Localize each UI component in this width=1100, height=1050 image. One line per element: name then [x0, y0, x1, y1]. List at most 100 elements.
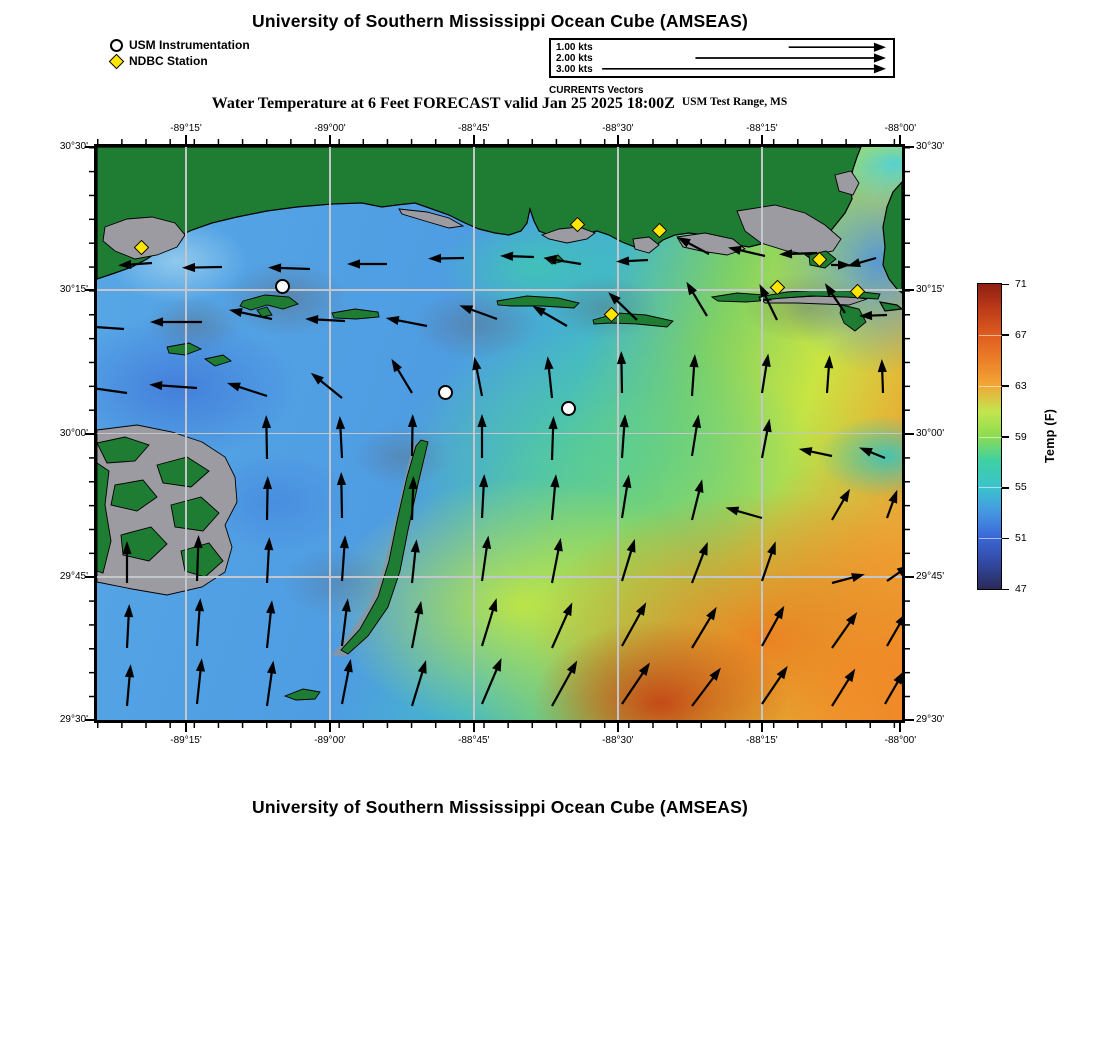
biloxi-gray: [398, 208, 465, 229]
current-vector: [566, 660, 578, 675]
major-tick: [472, 723, 475, 732]
major-tick: [85, 719, 94, 721]
gridline: [97, 289, 902, 292]
current-vector: [620, 483, 629, 519]
current-vector: [548, 416, 558, 430]
vector-scale-arrow: [873, 42, 886, 52]
legend-label-usm: USM Instrumentation: [129, 38, 250, 52]
current-vector: [838, 260, 851, 270]
lon-tick-label: -88°45': [457, 735, 490, 746]
current-vector: [477, 414, 487, 427]
colorbar-ticks: 47 51 55 59 63 67 71: [977, 278, 1047, 595]
current-vector: [550, 610, 570, 649]
current-vector: [414, 600, 424, 615]
current-vector: [347, 259, 360, 269]
current-vector: [544, 356, 554, 370]
usm-circle-icon: [110, 38, 123, 52]
current-vector: [690, 423, 699, 457]
marsh-green-4: [170, 496, 220, 532]
current-vector: [844, 668, 856, 683]
current-vector: [759, 284, 770, 298]
current-vector: [881, 367, 885, 394]
vector-scale-arrows: [602, 42, 886, 74]
colorbar-tick: [1002, 334, 1009, 337]
current-vector: [690, 288, 708, 317]
cat-island-arm: [256, 306, 273, 318]
current-vector: [613, 297, 638, 321]
current-vector: [690, 487, 702, 521]
current-vector: [97, 326, 125, 331]
current-vector: [762, 291, 778, 321]
lon-tick-label: -89°15': [170, 735, 202, 746]
freemason-islet: [283, 688, 321, 701]
current-vector: [410, 484, 415, 521]
colorbar-segment-line: [978, 436, 1002, 438]
current-vector: [851, 573, 865, 583]
major-tick: [905, 719, 914, 721]
current-vector: [824, 283, 836, 297]
current-vector: [339, 424, 344, 459]
current-vector: [760, 549, 774, 582]
current-vector: [824, 355, 834, 369]
colorbar-segment-line: [978, 538, 1002, 540]
colorbar-title: Temp (F): [1043, 408, 1057, 463]
current-vector: [776, 665, 788, 680]
current-vector: [391, 358, 403, 373]
lon-tick-label: -89°00': [314, 123, 346, 134]
lon-tick-label: -88°30': [602, 123, 634, 134]
lat-tick-label: 29°30': [59, 714, 88, 725]
current-vector: [831, 496, 847, 521]
current-vector: [227, 382, 241, 392]
current-vector: [888, 489, 898, 504]
colorbar-tick-label: 51: [1015, 532, 1027, 545]
colorbar-tick: [1002, 486, 1009, 489]
lon-tick-label: -88°45': [457, 123, 490, 134]
current-vector: [543, 255, 558, 265]
lat-tick-label: 30°15': [916, 284, 945, 296]
current-vector: [761, 672, 784, 705]
current-vector: [761, 353, 771, 368]
bay-st-louis-gray: [102, 216, 186, 260]
current-vector: [265, 484, 269, 521]
current-vector: [690, 549, 706, 584]
current-vector: [266, 600, 276, 614]
current-vector: [859, 310, 873, 321]
lon-tick-label: -89°00': [314, 735, 346, 746]
current-vector: [417, 660, 427, 674]
lat-tick-label: 30°30': [59, 141, 88, 152]
current-vector: [317, 377, 343, 399]
current-vector: [410, 422, 414, 457]
current-vector-scale-box: 1.00 kts 2.00 kts 3.00 kts: [549, 38, 895, 78]
current-vector: [235, 384, 268, 398]
major-tick: [328, 135, 331, 144]
major-tick: [328, 723, 331, 732]
current-vector: [539, 309, 568, 327]
current-vector: [194, 598, 205, 612]
current-vector: [686, 281, 698, 296]
current-vector: [620, 359, 624, 394]
current-vector: [195, 543, 200, 582]
current-vector: [428, 253, 442, 264]
current-vector: [638, 662, 650, 676]
lat-tick-label: 30°00': [916, 427, 945, 439]
current-vector: [335, 416, 346, 430]
current-vector: [846, 611, 858, 626]
current-vector: [265, 423, 269, 460]
colorbar-tick-label: 55: [1015, 481, 1027, 494]
current-vector: [261, 415, 272, 429]
lat-tick-label: 30°15': [59, 284, 88, 296]
current-vector: [532, 306, 546, 317]
current-vector: [825, 363, 831, 394]
current-vector: [340, 667, 351, 705]
colorbar-tick-label: 59: [1015, 430, 1027, 443]
current-vector: [635, 602, 647, 616]
current-vector: [265, 609, 273, 649]
vector-scale-label-2kt: 2.00 kts: [556, 53, 593, 64]
current-vector: [480, 665, 500, 705]
current-vector: [760, 427, 769, 459]
current-vector: [264, 537, 274, 551]
current-vector: [895, 616, 902, 626]
current-vector: [508, 255, 535, 259]
current-vector: [551, 667, 574, 707]
current-vector: [725, 506, 740, 516]
